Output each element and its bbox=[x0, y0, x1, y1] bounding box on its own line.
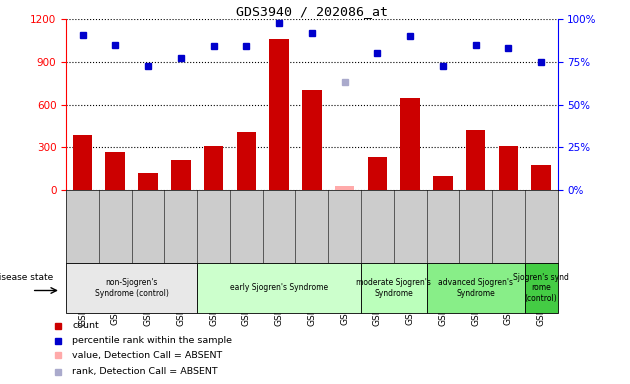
Text: early Sjogren's Syndrome: early Sjogren's Syndrome bbox=[230, 283, 328, 293]
Text: value, Detection Call = ABSENT: value, Detection Call = ABSENT bbox=[72, 351, 222, 360]
Bar bbox=[335, 186, 355, 190]
Bar bbox=[361, 263, 427, 313]
Text: Sjogren's synd
rome
(control): Sjogren's synd rome (control) bbox=[513, 273, 569, 303]
Bar bbox=[400, 98, 420, 190]
Bar bbox=[302, 90, 322, 190]
Bar bbox=[105, 152, 125, 190]
Bar bbox=[66, 263, 197, 313]
Text: disease state: disease state bbox=[0, 273, 54, 281]
Bar bbox=[197, 263, 361, 313]
Text: rank, Detection Call = ABSENT: rank, Detection Call = ABSENT bbox=[72, 367, 218, 376]
Text: non-Sjogren's
Syndrome (control): non-Sjogren's Syndrome (control) bbox=[94, 278, 169, 298]
Bar bbox=[203, 146, 224, 190]
Bar bbox=[427, 263, 525, 313]
Text: advanced Sjogren's
Syndrome: advanced Sjogren's Syndrome bbox=[438, 278, 513, 298]
Text: moderate Sjogren's
Syndrome: moderate Sjogren's Syndrome bbox=[357, 278, 431, 298]
Bar bbox=[138, 173, 158, 190]
Bar bbox=[367, 157, 387, 190]
Bar bbox=[498, 146, 518, 190]
Bar bbox=[269, 39, 289, 190]
Bar bbox=[466, 130, 486, 190]
Bar bbox=[171, 160, 191, 190]
Title: GDS3940 / 202086_at: GDS3940 / 202086_at bbox=[236, 5, 388, 18]
Bar bbox=[433, 176, 453, 190]
Bar bbox=[525, 263, 558, 313]
Text: count: count bbox=[72, 321, 99, 330]
Bar bbox=[236, 132, 256, 190]
Text: percentile rank within the sample: percentile rank within the sample bbox=[72, 336, 232, 345]
Bar bbox=[531, 165, 551, 190]
Bar bbox=[72, 134, 93, 190]
